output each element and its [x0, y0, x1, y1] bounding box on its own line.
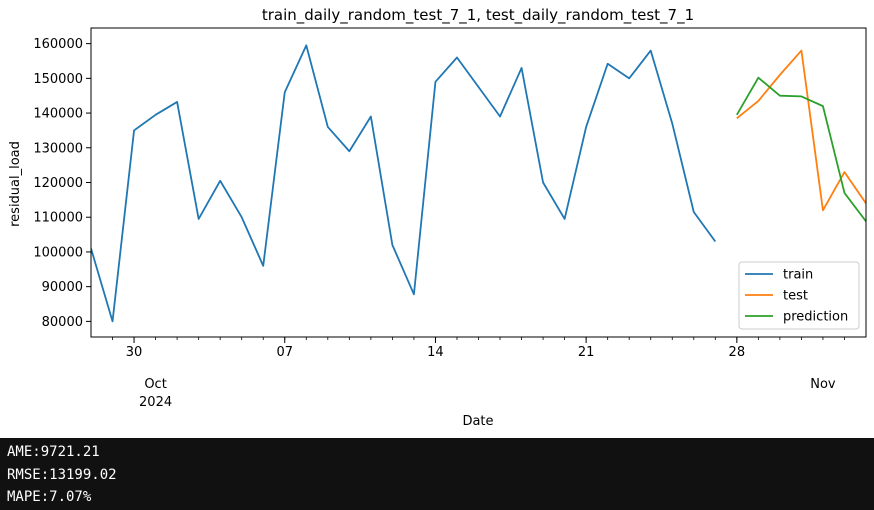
chart-title: train_daily_random_test_7_1, test_daily_… — [262, 6, 694, 25]
y-tick-label: 150000 — [33, 72, 83, 87]
x-month-label: Nov — [810, 377, 836, 392]
axis-ticks: 80000 90000 100000 110000 120000 130000 140000… — [33, 37, 845, 410]
plot-frame — [90, 27, 867, 338]
metrics-panel: AME:9721.21 RMSE:13199.02 MAPE:7.07% — [0, 438, 874, 510]
y-tick-label: 130000 — [33, 141, 83, 156]
metric-mape: MAPE:7.07% — [7, 489, 92, 505]
series-line-train — [91, 44, 717, 323]
x-year-label: 2024 — [139, 395, 172, 410]
legend-label-test: test — [783, 289, 808, 304]
y-tick-label: 140000 — [33, 107, 83, 122]
y-axis-label: residual_load — [8, 141, 23, 227]
line-chart: train_daily_random_test_7_1, test_daily_… — [8, 6, 867, 429]
y-tick-label: 120000 — [33, 176, 83, 191]
x-axis-label: Date — [462, 414, 493, 429]
x-tick-label: 07 — [276, 345, 293, 360]
series-line-prediction — [736, 76, 866, 222]
y-tick-label: 80000 — [42, 315, 83, 330]
legend-label-prediction: prediction — [783, 310, 848, 325]
legend: train test prediction — [738, 261, 860, 330]
x-tick-label: 30 — [126, 345, 143, 360]
x-tick-label: 21 — [578, 345, 595, 360]
x-month-label: Oct — [144, 377, 166, 392]
series-lines — [91, 44, 866, 323]
legend-label-train: train — [783, 268, 813, 283]
metric-ame: AME:9721.21 — [7, 444, 100, 460]
x-tick-label: 14 — [427, 345, 444, 360]
y-tick-label: 110000 — [33, 211, 83, 226]
legend-box — [738, 261, 860, 330]
metric-rmse: RMSE:13199.02 — [7, 467, 117, 483]
y-tick-label: 100000 — [33, 245, 83, 260]
y-tick-label: 90000 — [42, 280, 83, 295]
x-tick-label: 28 — [729, 345, 746, 360]
y-tick-label: 160000 — [33, 37, 83, 52]
series-line-test — [736, 49, 866, 212]
chart-area: train_daily_random_test_7_1, test_daily_… — [8, 6, 867, 429]
